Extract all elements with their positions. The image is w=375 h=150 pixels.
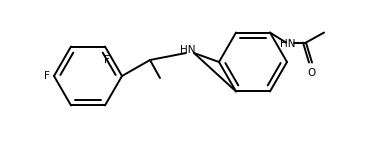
Text: O: O [307,68,315,78]
Text: HN: HN [180,45,195,55]
Text: F: F [44,71,50,81]
Text: HN: HN [280,39,296,49]
Text: F: F [104,55,110,64]
